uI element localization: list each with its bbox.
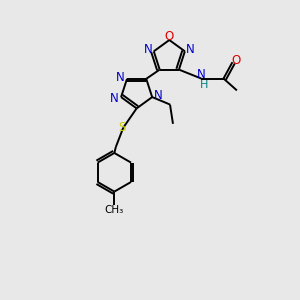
Text: N: N (116, 70, 125, 83)
Text: N: N (110, 92, 119, 105)
Text: H: H (200, 80, 208, 90)
Text: N: N (197, 68, 206, 82)
Text: N: N (186, 43, 195, 56)
Text: N: N (144, 43, 153, 56)
Text: S: S (118, 121, 125, 134)
Text: N: N (154, 89, 163, 102)
Text: O: O (165, 30, 174, 43)
Text: CH₃: CH₃ (105, 205, 124, 215)
Text: O: O (231, 54, 241, 67)
